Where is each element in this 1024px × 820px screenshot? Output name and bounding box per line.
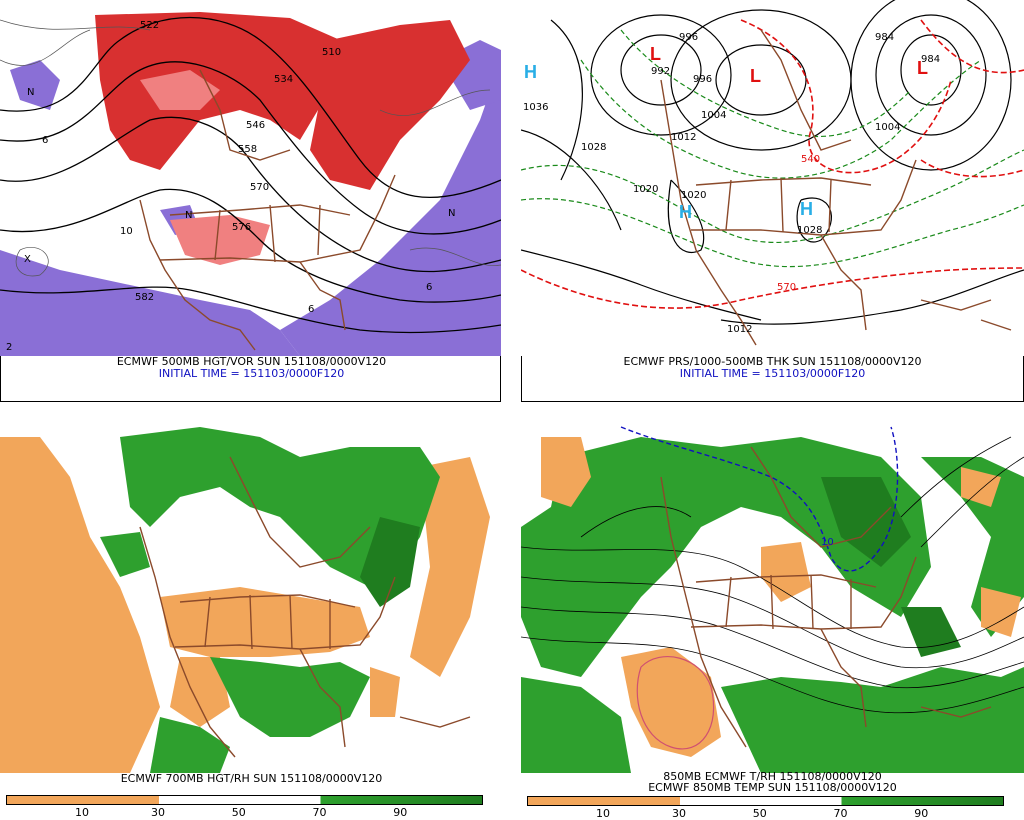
contour-label: 582 bbox=[135, 292, 154, 303]
vorticity-label: 10 bbox=[120, 226, 133, 237]
rh-dry-area bbox=[541, 437, 591, 507]
thickness-label: 540 bbox=[801, 154, 820, 165]
temperature-label: 10 bbox=[821, 537, 834, 548]
vorticity-negative-area bbox=[280, 60, 501, 356]
isobar-label: 1020 bbox=[633, 184, 658, 195]
high-center-marker: H bbox=[524, 62, 537, 82]
isobar-label: 992 bbox=[651, 66, 670, 77]
rh-moist-area bbox=[901, 607, 961, 657]
vorticity-negative-area bbox=[0, 250, 300, 356]
colorbar-tick: 10 bbox=[596, 807, 610, 820]
panel-700mb-hgt-rh: ECMWF 700MB HGT/RH SUN 151108/0000V120 1… bbox=[0, 417, 503, 819]
colorbar-tick: 10 bbox=[75, 806, 89, 819]
vorticity-positive-area bbox=[310, 20, 470, 190]
low-center-marker: L bbox=[750, 66, 761, 86]
isobar-label: 1004 bbox=[701, 110, 726, 121]
isobar-label: 996 bbox=[693, 74, 712, 85]
panel-initial-time: INITIAL TIME = 151103/0000F120 bbox=[679, 367, 866, 380]
rh-colorbar bbox=[527, 796, 1004, 806]
isobar-label: 1036 bbox=[523, 102, 548, 113]
contour-label: 510 bbox=[322, 47, 341, 58]
rh-moist-area bbox=[210, 657, 370, 737]
rh-moist-area bbox=[360, 517, 420, 607]
rh-moist-area bbox=[721, 667, 1024, 773]
isobar-label: 1028 bbox=[581, 142, 606, 153]
rh-dry-area bbox=[981, 587, 1021, 637]
contour-label: 546 bbox=[246, 120, 265, 131]
panel-caption: ECMWF 700MB HGT/RH SUN 151108/0000V120 bbox=[120, 772, 383, 785]
colorbar-tick: 30 bbox=[672, 807, 686, 820]
isobar-label: 996 bbox=[679, 32, 698, 43]
isobar-label: 1020 bbox=[681, 190, 706, 201]
isobar-label: 1012 bbox=[671, 132, 696, 143]
map-prs-thk: L L L H H H 996 992 996 1004 1012 1020 1… bbox=[521, 0, 1024, 356]
geography-lines bbox=[660, 29, 1012, 346]
contour-label: 558 bbox=[238, 144, 257, 155]
rh-dry-area bbox=[160, 587, 370, 657]
high-center-marker: H bbox=[800, 199, 813, 219]
geography-lines bbox=[660, 446, 992, 748]
low-center-marker: L bbox=[917, 58, 928, 78]
vorticity-label: N bbox=[27, 87, 34, 98]
colorbar-tick: 30 bbox=[151, 806, 165, 819]
vorticity-label: 6 bbox=[426, 282, 432, 293]
rh-moist-area bbox=[521, 677, 631, 773]
panel-caption: ECMWF PRS/1000-500MB THK SUN 151108/0000… bbox=[623, 355, 922, 368]
contour-label: 570 bbox=[250, 182, 269, 193]
rh-moist-area bbox=[100, 532, 150, 577]
vorticity-label: 6 bbox=[308, 304, 314, 315]
geography-lines bbox=[139, 456, 471, 758]
panel-850mb-t-rh: 10 850MB ECMWF T/RH 151108/0000V120 ECMW… bbox=[521, 417, 1024, 820]
contour-label: 534 bbox=[274, 74, 293, 85]
colorbar-tick: 90 bbox=[914, 807, 929, 820]
vorticity-label: 6 bbox=[42, 135, 48, 146]
vorticity-label: 2 bbox=[6, 342, 12, 353]
isobar-label: 1012 bbox=[727, 324, 752, 335]
vorticity-negative-area bbox=[10, 60, 60, 110]
map-700mb bbox=[0, 417, 503, 773]
colorbar-tick: 50 bbox=[752, 807, 767, 820]
rh-dry-area bbox=[410, 457, 490, 677]
map-500mb: 522 546 558 570 576 582 510 534 N N X 10… bbox=[0, 0, 501, 356]
rh-moist-area bbox=[120, 427, 440, 587]
vorticity-label: X bbox=[24, 254, 31, 265]
vorticity-label: N bbox=[185, 210, 192, 221]
colorbar-tick: 70 bbox=[312, 806, 327, 819]
contour-label: 576 bbox=[232, 222, 251, 233]
colorbar-tick: 90 bbox=[393, 806, 408, 819]
panel-initial-time: INITIAL TIME = 151103/0000F120 bbox=[158, 367, 345, 380]
panel-caption: 850MB ECMWF T/RH 151108/0000V120 bbox=[663, 770, 882, 783]
rh-colorbar-ticks: 10 30 50 70 90 bbox=[6, 806, 481, 819]
rh-dry-area bbox=[621, 647, 721, 757]
panel-prs-thickness: L L L H H H 996 992 996 1004 1012 1020 1… bbox=[521, 0, 1024, 402]
rh-dry-area bbox=[761, 542, 811, 602]
rh-moist-area bbox=[150, 717, 230, 773]
rh-colorbar bbox=[6, 795, 483, 805]
panel-500mb-hgt-vor: 522 546 558 570 576 582 510 534 N N X 10… bbox=[0, 0, 503, 402]
colorbar-tick: 50 bbox=[231, 806, 246, 819]
rh-colorbar-ticks: 10 30 50 70 90 bbox=[527, 807, 1002, 820]
vorticity-label: N bbox=[448, 208, 455, 219]
vorticity-positive-area bbox=[140, 70, 220, 110]
thickness-label: 570 bbox=[777, 282, 796, 293]
panel-caption-secondary: ECMWF 850MB TEMP SUN 151108/0000V120 bbox=[648, 781, 897, 794]
map-850mb: 10 bbox=[521, 417, 1024, 773]
low-center-marker: L bbox=[650, 44, 661, 64]
rh-dry-area bbox=[370, 667, 400, 717]
isobar-label: 1004 bbox=[875, 122, 900, 133]
vorticity-positive-area bbox=[170, 215, 270, 265]
panel-caption: ECMWF 500MB HGT/VOR SUN 151108/0000V120 bbox=[116, 355, 387, 368]
high-center-marker: H bbox=[679, 202, 692, 222]
rh-dry-area bbox=[0, 597, 110, 747]
contour-label: 522 bbox=[140, 20, 159, 31]
isobar-label: 1028 bbox=[797, 225, 822, 236]
isobar-label: 984 bbox=[921, 54, 940, 65]
rh-dry-area bbox=[961, 467, 1001, 507]
geography-lines bbox=[139, 69, 396, 351]
rh-moist-area bbox=[821, 477, 911, 567]
isobar-label: 984 bbox=[875, 32, 894, 43]
colorbar-tick: 70 bbox=[833, 807, 848, 820]
